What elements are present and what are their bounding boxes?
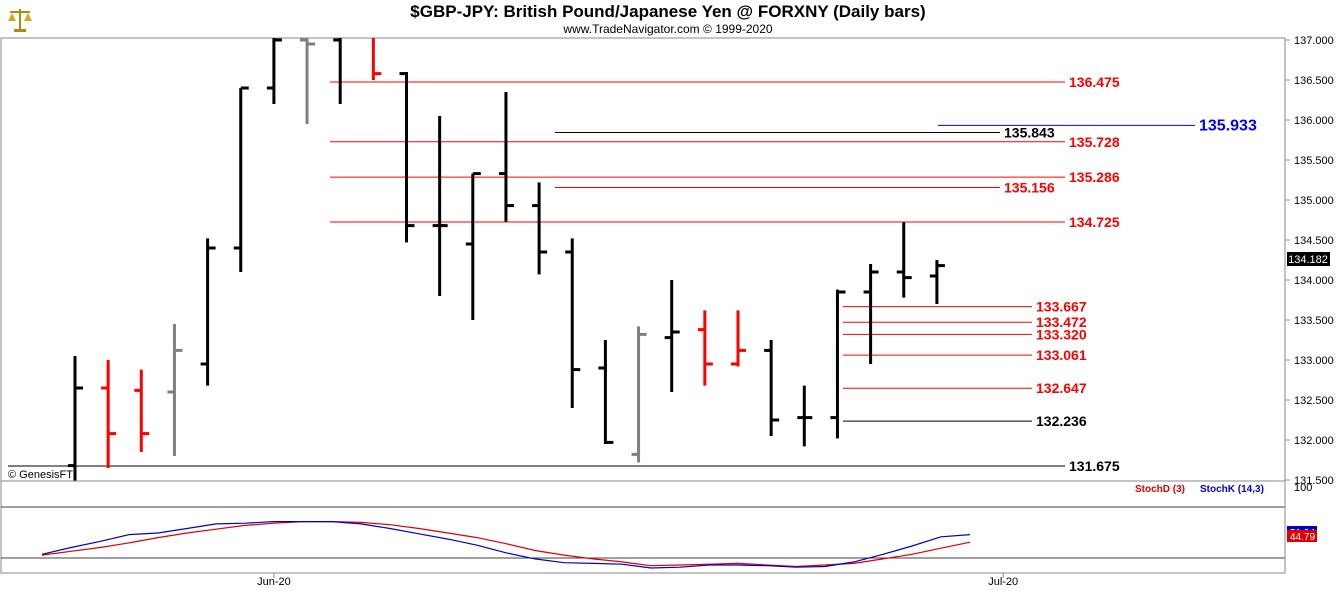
- level-label: 135.728: [1069, 134, 1120, 150]
- ohlc-bar: [266, 38, 282, 104]
- ohlc-bar: [432, 116, 448, 296]
- stoch-series-line: [41, 520, 971, 569]
- level-label: 133.472: [1036, 314, 1087, 330]
- level-label: 133.061: [1036, 347, 1087, 363]
- ohlc-bar: [101, 360, 117, 468]
- ohlc-bar: [399, 72, 415, 243]
- ohlc-bar: [498, 92, 514, 222]
- ohlc-bar: [532, 182, 548, 275]
- level-label: 133.667: [1036, 299, 1087, 315]
- price-tick-label: 132.500: [1294, 395, 1334, 407]
- level-label: 135.843: [1004, 125, 1055, 141]
- price-tick-label: 137.000: [1294, 35, 1334, 47]
- ohlc-bar: [598, 340, 614, 444]
- stochastic-lines: [41, 520, 971, 569]
- ohlc-bar: [764, 340, 780, 436]
- stoch-series-line: [41, 520, 971, 568]
- price-tick-label: 134.000: [1294, 275, 1334, 287]
- ohlc-bar: [371, 38, 382, 80]
- chart-header: $GBP-JPY: British Pound/Japanese Yen @ F…: [0, 0, 1336, 38]
- stoch-legend-item: StochK (14,3): [1200, 484, 1264, 495]
- ohlc-bar: [167, 324, 183, 456]
- stoch-tick-label: 100: [1294, 482, 1312, 494]
- ohlc-bar: [664, 280, 680, 392]
- stoch-d-badge: 44.79: [1290, 532, 1315, 543]
- price-tick-label: 136.000: [1294, 115, 1334, 127]
- stochastic-axis: 10051.9444.79: [1287, 482, 1317, 543]
- level-label: 134.725: [1069, 214, 1120, 230]
- ohlc-bar: [333, 38, 342, 104]
- ohlc-bar: [929, 260, 945, 304]
- price-tick-label: 136.500: [1294, 75, 1334, 87]
- price-tick-label: 135.000: [1294, 195, 1334, 207]
- ohlc-bar: [731, 310, 746, 367]
- ohlc-bar: [631, 326, 647, 463]
- ohlc-bar: [68, 356, 83, 481]
- level-label: 132.647: [1036, 380, 1087, 396]
- price-tick-label: 131.500: [1294, 475, 1334, 487]
- date-tick-label: Jul-20: [988, 576, 1018, 588]
- price-tick-label: 134.500: [1294, 235, 1334, 247]
- ohlc-bar: [797, 385, 813, 447]
- level-label: 131.675: [1069, 458, 1120, 474]
- price-tick-label: 132.000: [1294, 435, 1334, 447]
- level-label: 132.236: [1036, 413, 1087, 429]
- ohlc-bar: [565, 238, 581, 408]
- level-label: 136.475: [1069, 74, 1120, 90]
- ohlc-bar: [134, 369, 150, 452]
- stochastic-legend: StochD (3) StochK (14,3): [1135, 484, 1264, 495]
- stoch-d-badge-bg: [1287, 530, 1317, 542]
- price-badge: 134.182: [1287, 252, 1330, 266]
- price-tick-label: 133.500: [1294, 315, 1334, 327]
- stochastic-panel-frame: [0, 480, 1286, 574]
- ohlc-bar: [233, 86, 249, 272]
- support-resistance-levels: 136.475 135.843 135.933 135.728 135.286 135.1…: [8, 74, 1257, 474]
- ohlc-bar: [200, 238, 216, 386]
- ohlc-bar: [465, 172, 481, 320]
- copyright-label: © GenesisFT: [8, 469, 73, 481]
- ohlc-bar: [697, 310, 713, 386]
- price-tick-label: 135.500: [1294, 155, 1334, 167]
- level-label: 135.933: [1199, 117, 1257, 134]
- ohlc-bar: [896, 222, 912, 298]
- current-price-badge-text: 134.182: [1288, 254, 1328, 266]
- price-tick-label: 133.000: [1294, 355, 1334, 367]
- level-label: 133.320: [1036, 326, 1087, 342]
- date-axis: Jun-20 Jul-20: [1, 572, 1285, 588]
- ohlc-bar: [863, 264, 879, 364]
- chart-subtitle: www.TradeNavigator.com © 1999-2020: [563, 22, 773, 36]
- ohlc-bars: [68, 38, 945, 481]
- price-panel-frame: [0, 37, 1286, 482]
- price-axis: 137.000 136.500 136.000 135.500 135.000 134.5…: [1284, 35, 1334, 487]
- date-tick-label: Jun-20: [257, 576, 291, 588]
- level-label: 135.156: [1004, 180, 1055, 196]
- ohlc-bar: [830, 289, 846, 439]
- genesis-scales-icon: [8, 9, 32, 32]
- stoch-legend-item: StochD (3): [1135, 484, 1185, 495]
- level-label: 135.286: [1069, 169, 1120, 185]
- ohlc-bar: [300, 38, 316, 124]
- chart-title: $GBP-JPY: British Pound/Japanese Yen @ F…: [410, 2, 926, 21]
